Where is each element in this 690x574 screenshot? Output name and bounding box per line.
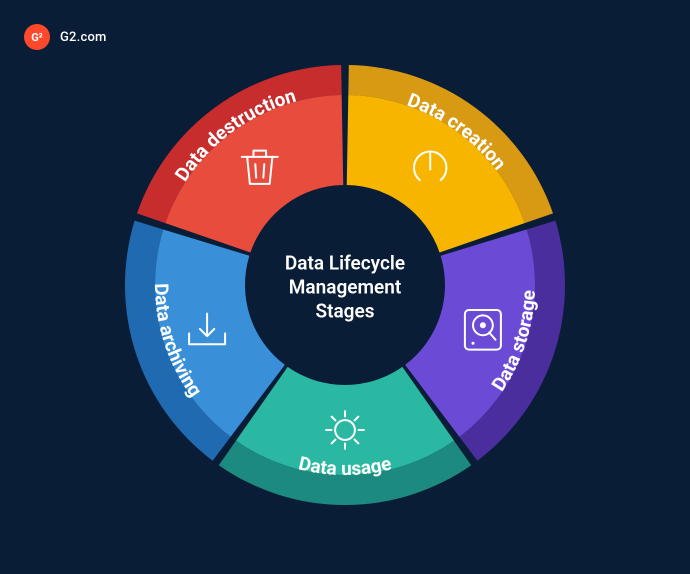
brand-logo: G² G2.com xyxy=(24,24,107,50)
brand-name: G2.com xyxy=(60,30,107,45)
g2-badge-icon: G² xyxy=(24,24,50,50)
center-title: Data LifecycleManagementStages xyxy=(255,251,435,322)
lifecycle-donut-chart: Data creationData storageData usageData … xyxy=(105,45,585,529)
badge-text: G² xyxy=(31,31,43,44)
